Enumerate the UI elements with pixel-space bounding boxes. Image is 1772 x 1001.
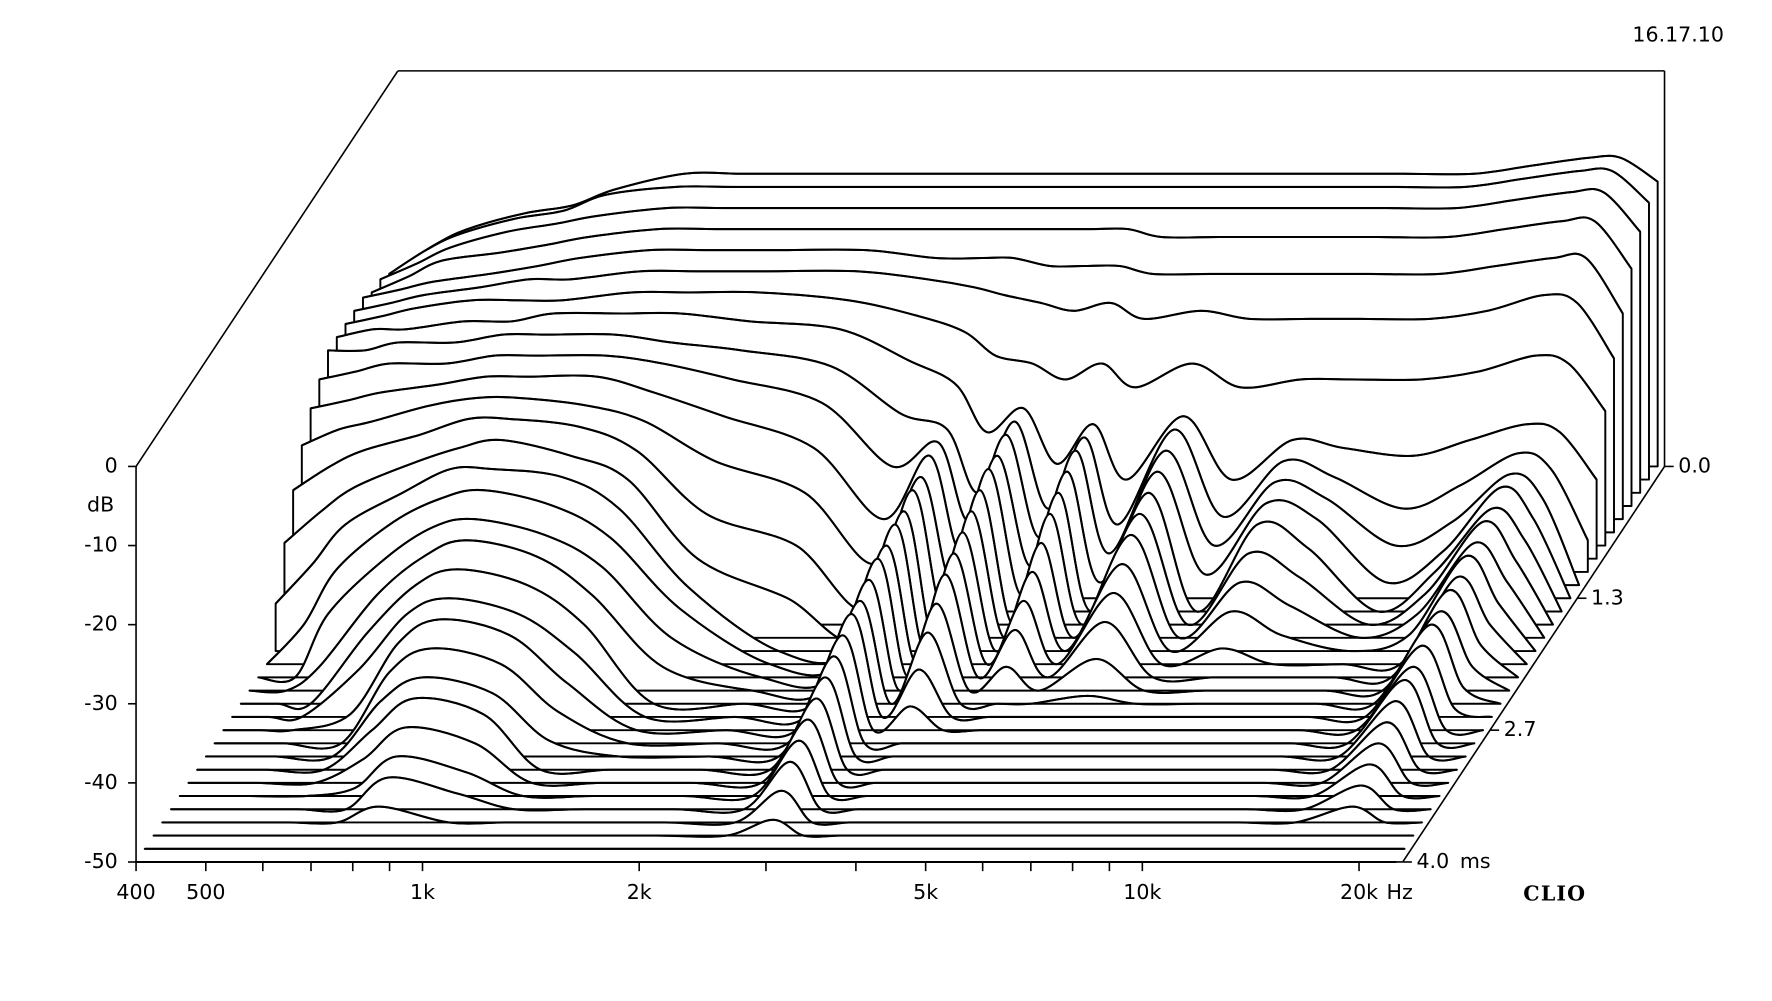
x-tick-label: 10k bbox=[1123, 880, 1161, 904]
slice-curve bbox=[336, 311, 1598, 481]
x-tick-label: 400 bbox=[116, 880, 155, 904]
slice-curve bbox=[223, 618, 1484, 739]
slice-curve bbox=[197, 696, 1458, 777]
x-tick-label: 20k bbox=[1340, 880, 1378, 904]
slice-curve bbox=[188, 718, 1449, 789]
y-tick-label: -10 bbox=[84, 533, 118, 557]
y-tick-label: 0 bbox=[105, 453, 118, 477]
y-tick-label: -40 bbox=[84, 770, 118, 794]
x-tick-label: 500 bbox=[186, 880, 225, 904]
slice-curve bbox=[379, 187, 1641, 281]
slice-curve bbox=[388, 167, 1650, 275]
slice-curve bbox=[205, 676, 1466, 764]
slice-curve bbox=[397, 154, 1659, 270]
x-tick-label: 5k bbox=[913, 880, 938, 904]
slice-curve bbox=[371, 216, 1633, 294]
y-tick-label: -30 bbox=[84, 691, 118, 715]
y-axis-label: dB bbox=[87, 492, 114, 516]
slice-curve bbox=[283, 438, 1546, 642]
slice-curve bbox=[214, 647, 1475, 751]
slice-curve bbox=[362, 248, 1624, 315]
z-tick-label: 1.3 bbox=[1591, 585, 1624, 609]
slice-curve bbox=[310, 374, 1572, 599]
logo: CLIO bbox=[1523, 882, 1586, 906]
timestamp: 16.17.10 bbox=[1632, 22, 1724, 46]
z-tick-label: 2.7 bbox=[1504, 717, 1537, 741]
slice-curve bbox=[240, 568, 1501, 713]
slice-curve bbox=[232, 597, 1493, 726]
slice-curve bbox=[327, 332, 1589, 541]
x-tick-label: 1k bbox=[410, 880, 435, 904]
y-tick-label: -20 bbox=[84, 612, 118, 636]
x-unit: Hz bbox=[1386, 880, 1412, 904]
slice-curve bbox=[162, 789, 1423, 826]
frame-line bbox=[1402, 465, 1666, 863]
x-tick-label: 2k bbox=[627, 880, 652, 904]
z-tick-label: 4.0 bbox=[1416, 849, 1449, 873]
slice-curve bbox=[345, 290, 1607, 412]
slice-curve bbox=[319, 354, 1581, 586]
z-tick-label: 0.0 bbox=[1678, 453, 1711, 477]
slice-curve bbox=[353, 269, 1615, 359]
slice-curve bbox=[179, 739, 1440, 802]
frame-line bbox=[135, 70, 399, 467]
slice-curve bbox=[153, 818, 1414, 838]
slice-curve bbox=[170, 760, 1431, 814]
y-tick-label: -50 bbox=[84, 849, 118, 873]
slice-curve bbox=[292, 416, 1554, 626]
z-unit: ms bbox=[1460, 849, 1491, 873]
slice-curve bbox=[301, 395, 1563, 613]
